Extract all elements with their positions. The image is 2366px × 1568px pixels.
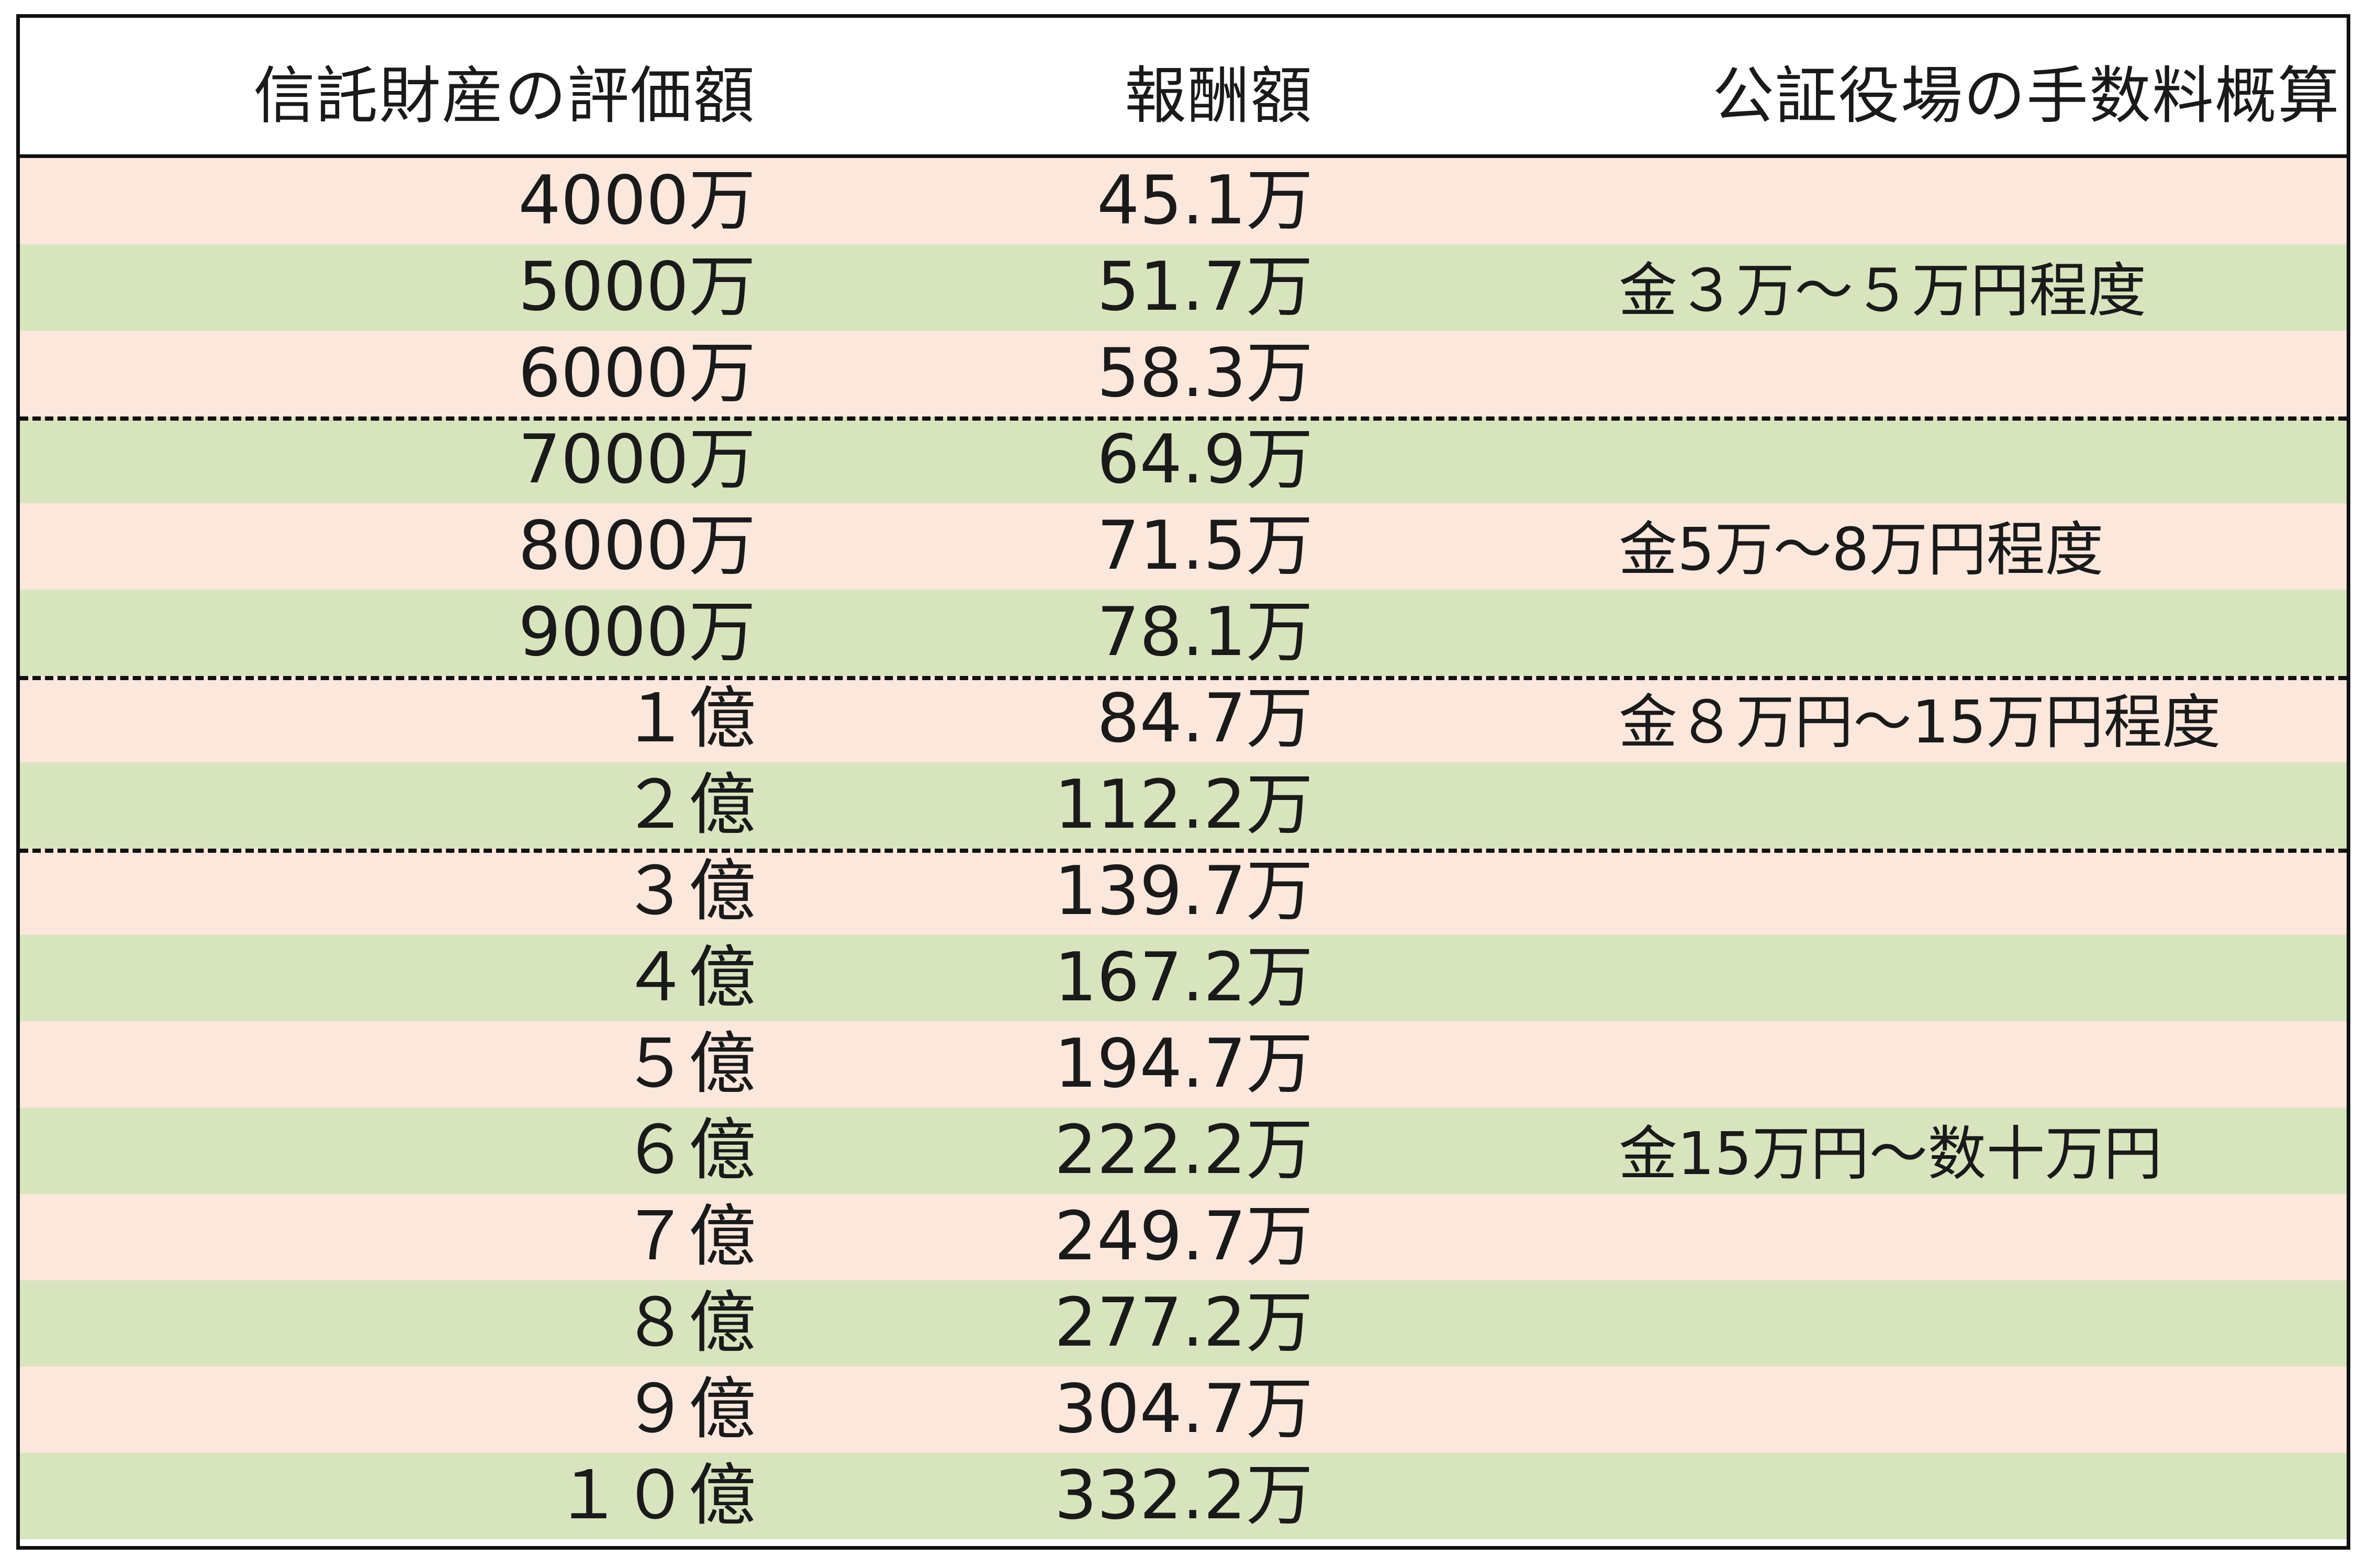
- notary-fee-group-2: 金5万～8万円程度: [1619, 516, 2104, 584]
- table-row: 8000万 71.5万: [20, 503, 2347, 590]
- header-notary-fee: 公証役場の手数料概算: [1712, 60, 2340, 132]
- group-divider: [20, 416, 2347, 421]
- fee-cell: 78.1万: [1097, 593, 1313, 671]
- fee-cell: 71.5万: [1097, 507, 1313, 585]
- fee-cell: 277.2万: [1054, 1284, 1313, 1362]
- fee-cell: 222.2万: [1054, 1111, 1313, 1189]
- table-row: 5000万 51.7万: [20, 244, 2347, 331]
- table-row: ４億 167.2万: [20, 935, 2347, 1021]
- table-row: 6000万 58.3万: [20, 331, 2347, 417]
- table-row: 9000万 78.1万: [20, 590, 2347, 676]
- fee-cell: 45.1万: [1097, 162, 1313, 240]
- asset-value-cell: ８億: [621, 1284, 756, 1362]
- header-asset-value: 信託財産の評価額: [253, 60, 756, 132]
- table-row: ５億 194.7万: [20, 1021, 2347, 1108]
- asset-value-cell: ６億: [621, 1111, 756, 1189]
- table-row: ２億 112.2万: [20, 762, 2347, 849]
- fee-cell: 84.7万: [1097, 680, 1313, 758]
- table-row: 7000万 64.9万: [20, 417, 2347, 503]
- fee-cell: 51.7万: [1097, 248, 1313, 326]
- fee-cell: 194.7万: [1054, 1025, 1313, 1103]
- asset-value-cell: 9000万: [518, 593, 756, 671]
- asset-value-cell: １０億: [554, 1457, 756, 1535]
- asset-value-cell: 4000万: [518, 162, 756, 240]
- notary-fee-group-4: 金15万円～数十万円: [1619, 1120, 2162, 1188]
- asset-value-cell: ５億: [621, 1025, 756, 1103]
- asset-value-cell: 6000万: [518, 334, 756, 412]
- asset-value-cell: 8000万: [518, 507, 756, 585]
- table-row: １億 84.7万: [20, 676, 2347, 762]
- fee-cell: 112.2万: [1054, 766, 1313, 844]
- asset-value-cell: 7000万: [518, 421, 756, 499]
- fee-cell: 167.2万: [1054, 939, 1313, 1017]
- notary-fee-group-3: 金８万円～15万円程度: [1619, 689, 2221, 757]
- asset-value-cell: 5000万: [518, 248, 756, 326]
- table-row: 4000万 45.1万: [20, 158, 2347, 244]
- table-row: ３億 139.7万: [20, 849, 2347, 935]
- fee-cell: 64.9万: [1097, 421, 1313, 499]
- fee-cell: 139.7万: [1054, 852, 1313, 930]
- notary-fee-group-1: 金３万～５万円程度: [1619, 257, 2146, 325]
- fee-cell: 332.2万: [1054, 1457, 1313, 1535]
- asset-value-cell: ９億: [621, 1370, 756, 1448]
- fee-cell: 249.7万: [1054, 1198, 1313, 1276]
- fee-table: 信託財産の評価額 報酬額 公証役場の手数料概算 4000万 45.1万 5000万…: [16, 14, 2350, 1550]
- table-row: ７億 249.7万: [20, 1194, 2347, 1280]
- asset-value-cell: ４億: [621, 939, 756, 1017]
- group-divider: [20, 676, 2347, 680]
- fee-cell: 304.7万: [1054, 1370, 1313, 1448]
- asset-value-cell: ７億: [621, 1198, 756, 1276]
- table-header-row: 信託財産の評価額 報酬額 公証役場の手数料概算: [20, 18, 2347, 158]
- header-fee: 報酬額: [1124, 60, 1313, 132]
- group-divider: [20, 849, 2347, 853]
- asset-value-cell: １億: [621, 680, 756, 758]
- table-row: ９億 304.7万: [20, 1367, 2347, 1453]
- asset-value-cell: ３億: [621, 852, 756, 930]
- table-row: ８億 277.2万: [20, 1280, 2347, 1367]
- table-row: ６億 222.2万: [20, 1108, 2347, 1194]
- table-row: １０億 332.2万: [20, 1453, 2347, 1539]
- fee-cell: 58.3万: [1097, 334, 1313, 412]
- asset-value-cell: ２億: [621, 766, 756, 844]
